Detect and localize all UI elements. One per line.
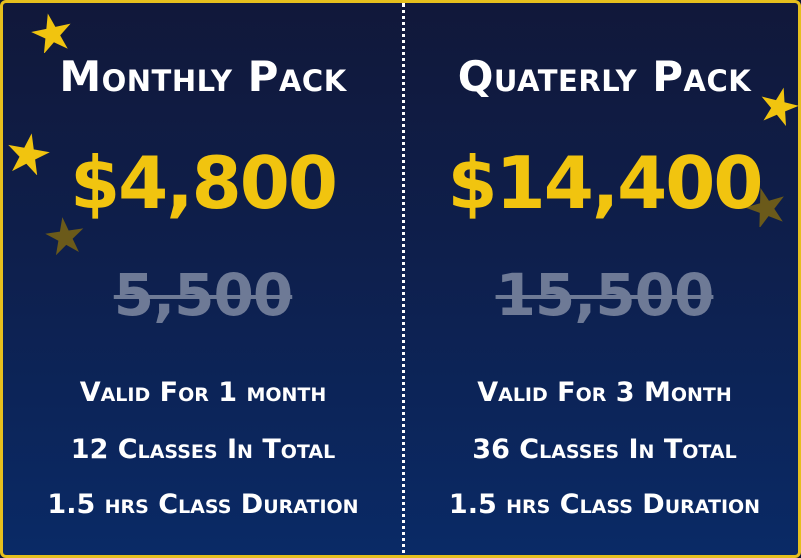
star-icon <box>45 217 84 255</box>
plan-price: $4,800 <box>70 141 338 225</box>
plan-price: $14,400 <box>447 141 764 225</box>
star-icon <box>761 87 798 126</box>
plan-feature: 1.5 hrs Class Duration <box>448 489 761 520</box>
plan-old-price: 15,500 <box>495 261 715 329</box>
plan-title: Monthly Pack <box>59 52 347 101</box>
star-icon <box>8 133 50 175</box>
star-icon <box>31 13 71 53</box>
plan-title: Quaterly Pack <box>457 52 752 101</box>
plan-feature: 1.5 hrs Class Duration <box>47 489 359 520</box>
plan-feature: Valid For 3 Month <box>477 377 732 408</box>
plan-card-quarterly: Quaterly Pack $14,400 15,500 Valid For 3… <box>405 3 798 555</box>
plan-feature: 36 Classes In Total <box>472 434 737 465</box>
panel-divider <box>402 3 405 555</box>
plan-old-price: 5,500 <box>113 261 293 329</box>
star-icon <box>745 187 784 227</box>
plan-feature: Valid For 1 month <box>79 377 327 408</box>
plan-card-monthly: Monthly Pack $4,800 5,500 Valid For 1 mo… <box>3 3 403 555</box>
plan-feature: 12 Classes In Total <box>70 434 336 465</box>
